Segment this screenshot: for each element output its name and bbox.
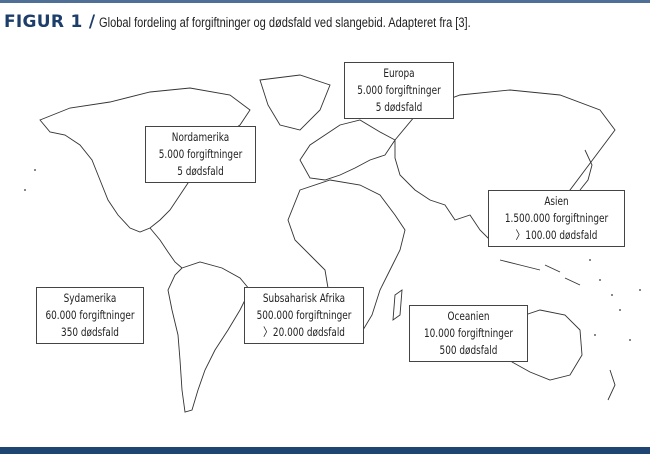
japan-outline (579, 149, 593, 191)
region-name: Europa (383, 66, 415, 80)
region-box-sydamerika: Sydamerika 60.000 forgiftninger 350 døds… (36, 287, 144, 344)
region-deaths: 〉20.000 dødsfald (263, 325, 345, 339)
region-box-oceanien: Oceanien 10.000 forgiftninger 500 dødsfa… (409, 305, 528, 362)
indonesia-outline (499, 259, 581, 286)
bottom-bar (0, 447, 650, 454)
region-deaths: 350 dødsfald (61, 325, 119, 339)
north-america-outline (39, 87, 251, 233)
region-name: Nordamerika (171, 130, 230, 144)
figure-label: FIGUR 1 / (4, 12, 96, 32)
island-dots (24, 169, 641, 341)
region-box-asien: Asien 1.500.000 forgiftninger 〉100.00 dø… (488, 190, 625, 247)
region-box-subsaharisk-afrika: Subsaharisk Afrika 500.000 forgiftninger… (244, 287, 364, 344)
region-envenomings: 60.000 forgiftninger (45, 308, 135, 322)
region-box-europa: Europa 5.000 forgiftninger 5 dødsfald (344, 62, 454, 119)
region-envenomings: 5.000 forgiftninger (357, 83, 441, 97)
region-deaths: 500 dødsfald (439, 343, 498, 357)
africa-outline (287, 179, 406, 341)
region-deaths: 5 dødsfald (177, 164, 224, 178)
figure-caption: FIGUR 1 /Global fordeling af forgiftning… (4, 12, 553, 32)
region-name: Sydamerika (63, 291, 117, 305)
region-envenomings: 5.000 forgiftninger (158, 147, 243, 161)
new-zealand-outline (607, 369, 616, 401)
caption-text: Global fordeling af forgiftninger og død… (99, 15, 472, 30)
europe-outline (299, 119, 396, 181)
greenland-outline (259, 74, 331, 131)
region-name: Subsaharisk Afrika (262, 291, 346, 305)
region-deaths: 〉100.00 dødsfald (515, 228, 598, 242)
region-box-nordamerika: Nordamerika 5.000 forgiftninger 5 dødsfa… (145, 126, 256, 183)
region-name: Oceanien (447, 309, 490, 323)
top-rule (0, 0, 650, 3)
region-envenomings: 500.000 forgiftninger (256, 308, 352, 322)
south-america-outline (167, 261, 251, 413)
region-envenomings: 1.500.000 forgiftninger (504, 211, 609, 225)
central-america-outline (149, 227, 183, 269)
madagascar-outline (392, 289, 403, 321)
region-name: Asien (544, 194, 569, 208)
region-envenomings: 10.000 forgiftninger (423, 326, 514, 340)
region-deaths: 5 dødsfald (375, 100, 423, 114)
